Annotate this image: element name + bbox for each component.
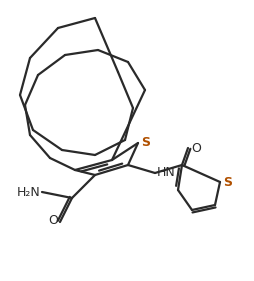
Text: H₂N: H₂N [16, 185, 40, 198]
Text: HN: HN [157, 167, 176, 180]
Text: S: S [141, 135, 150, 148]
Text: O: O [191, 142, 201, 155]
Text: O: O [48, 214, 58, 228]
Text: S: S [223, 176, 232, 189]
